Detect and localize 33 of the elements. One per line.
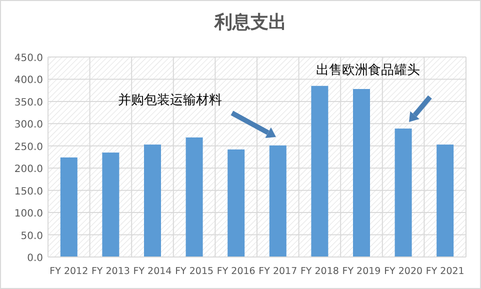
y-tick-label: 300.0	[14, 120, 43, 131]
bar	[186, 137, 203, 257]
y-tick-label: 400.0	[14, 75, 43, 86]
annotation: 出售欧洲食品罐头	[316, 63, 420, 78]
x-tick-label: FY 2018	[300, 266, 339, 277]
x-tick-label: FY 2021	[426, 266, 464, 277]
bar	[60, 157, 78, 257]
bar	[353, 89, 370, 257]
bar	[144, 144, 161, 257]
bar	[228, 149, 245, 257]
x-tick-label: FY 2016	[216, 266, 256, 277]
bar	[436, 144, 454, 257]
y-tick-label: 150.0	[14, 186, 43, 198]
y-tick-label: 0.0	[27, 253, 43, 264]
y-tick-label: 350.0	[14, 97, 43, 108]
x-tick-label: FY 2014	[133, 266, 172, 277]
x-tick-label: FY 2013	[91, 266, 130, 277]
x-tick-label: FY 2012	[50, 266, 88, 277]
x-tick-label: FY 2015	[175, 266, 214, 277]
annotation: 并购包装运输材料	[118, 93, 222, 108]
chart-title: 利息支出	[214, 12, 286, 33]
y-tick-label: 450.0	[14, 53, 43, 64]
bar	[311, 86, 328, 257]
bar	[102, 152, 120, 257]
y-tick-label: 100.0	[14, 208, 43, 220]
x-tick-label: FY 2017	[258, 266, 298, 277]
x-tick-label: FY 2020	[384, 266, 423, 277]
y-tick-label: 50.0	[20, 230, 43, 242]
x-tick-label: FY 2019	[342, 266, 381, 277]
y-tick-label: 200.0	[14, 164, 43, 176]
y-tick-label: 250.0	[14, 142, 43, 153]
bar	[394, 128, 412, 257]
bar	[269, 145, 286, 257]
